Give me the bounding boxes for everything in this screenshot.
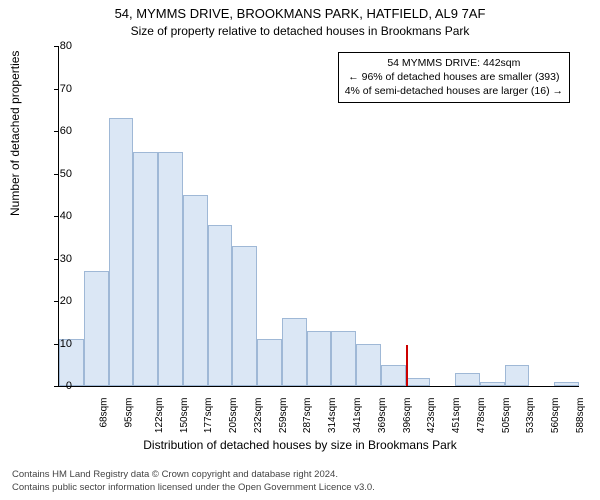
marker-line (406, 345, 408, 386)
chart-title-address: 54, MYMMS DRIVE, BROOKMANS PARK, HATFIEL… (0, 6, 600, 21)
xtick-label: 95sqm (124, 398, 135, 428)
ytick-mark (54, 174, 59, 175)
histogram-bar (232, 246, 257, 386)
histogram-bar (480, 382, 505, 386)
ytick-mark (54, 131, 59, 132)
histogram-bar (208, 225, 233, 387)
ytick-label: 80 (60, 40, 72, 52)
ytick-mark (54, 89, 59, 90)
histogram-bar (109, 118, 134, 386)
histogram-bar (554, 382, 579, 386)
histogram-bar (331, 331, 356, 386)
ytick-label: 20 (60, 295, 72, 307)
xtick-label: 314sqm (327, 398, 338, 434)
ytick-label: 60 (60, 125, 72, 137)
xtick-label: 588sqm (575, 398, 586, 434)
histogram-bar (455, 373, 480, 386)
xtick-label: 451sqm (451, 398, 462, 434)
xtick-label: 122sqm (154, 398, 165, 434)
xtick-label: 396sqm (402, 398, 413, 434)
xtick-label: 150sqm (179, 398, 190, 434)
info-box: 54 MYMMS DRIVE: 442sqm← 96% of detached … (338, 52, 570, 103)
ytick-label: 10 (60, 338, 72, 350)
footer-line-2: Contains public sector information licen… (12, 482, 375, 494)
xtick-label: 341sqm (352, 398, 363, 434)
histogram-bar (282, 318, 307, 386)
info-line-1: 54 MYMMS DRIVE: 442sqm (345, 56, 563, 70)
xtick-label: 177sqm (204, 398, 215, 434)
histogram-bar (158, 152, 183, 386)
xtick-label: 423sqm (426, 398, 437, 434)
histogram-bar (381, 365, 406, 386)
ytick-label: 0 (66, 380, 72, 392)
histogram-bar (307, 331, 332, 386)
histogram-bar (356, 344, 381, 387)
histogram-bar (406, 378, 431, 387)
histogram-bar (257, 339, 282, 386)
xtick-label: 478sqm (476, 398, 487, 434)
footer-attribution: Contains HM Land Registry data © Crown c… (12, 469, 375, 494)
ytick-label: 40 (60, 210, 72, 222)
chart-subtitle: Size of property relative to detached ho… (0, 24, 600, 38)
footer-line-1: Contains HM Land Registry data © Crown c… (12, 469, 375, 481)
xtick-label: 505sqm (501, 398, 512, 434)
xtick-label: 369sqm (377, 398, 388, 434)
xtick-label: 68sqm (99, 398, 110, 428)
ytick-mark (54, 46, 59, 47)
ytick-label: 30 (60, 253, 72, 265)
xtick-label: 232sqm (253, 398, 264, 434)
ytick-label: 70 (60, 83, 72, 95)
ytick-mark (54, 301, 59, 302)
xtick-label: 560sqm (550, 398, 561, 434)
ytick-mark (54, 386, 59, 387)
histogram-bar (183, 195, 208, 386)
info-line-2: ← 96% of detached houses are smaller (39… (345, 70, 563, 84)
info-line-3: 4% of semi-detached houses are larger (1… (345, 84, 563, 98)
histogram-bar (505, 365, 530, 386)
chart-container: 54, MYMMS DRIVE, BROOKMANS PARK, HATFIEL… (0, 0, 600, 500)
ytick-mark (54, 259, 59, 260)
histogram-bar (84, 271, 109, 386)
y-axis-label: Number of detached properties (8, 51, 22, 216)
ytick-label: 50 (60, 168, 72, 180)
histogram-bar (133, 152, 158, 386)
xtick-label: 259sqm (278, 398, 289, 434)
x-axis-label: Distribution of detached houses by size … (0, 438, 600, 452)
ytick-mark (54, 216, 59, 217)
xtick-label: 205sqm (228, 398, 239, 434)
xtick-label: 287sqm (303, 398, 314, 434)
xtick-label: 533sqm (525, 398, 536, 434)
